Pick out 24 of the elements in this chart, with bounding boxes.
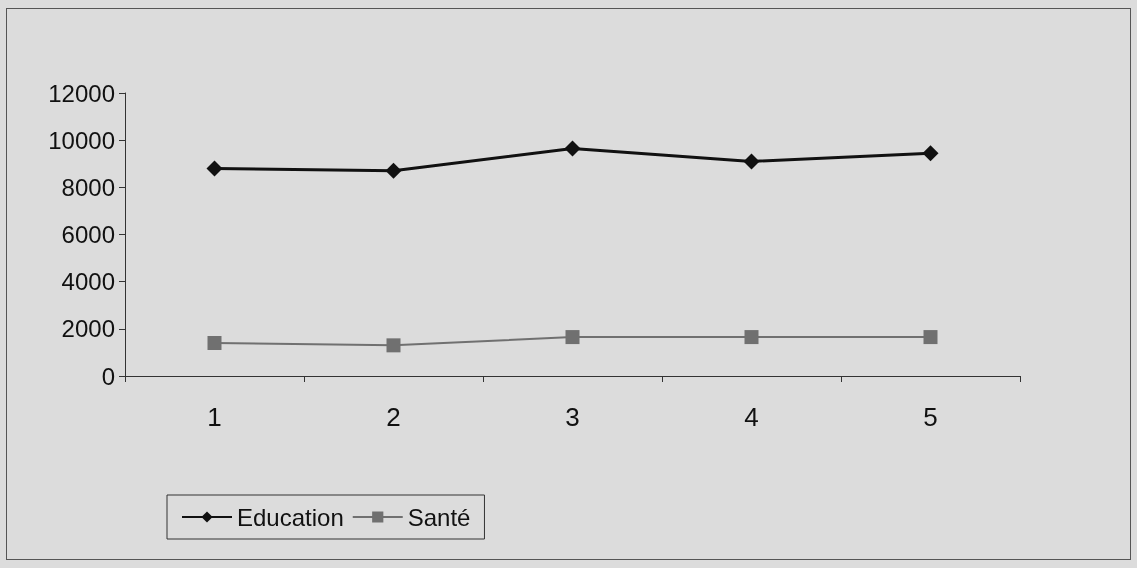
- x-tick-label: 5: [923, 402, 938, 432]
- y-tick-label: 12000: [48, 79, 115, 107]
- point: [207, 335, 222, 350]
- y-tick-label: 10000: [48, 126, 115, 154]
- point: [564, 140, 581, 157]
- point: [922, 145, 939, 162]
- point: [744, 330, 759, 345]
- x-tick-label: 4: [744, 402, 759, 432]
- y-tick-label: 2000: [61, 315, 115, 343]
- x-tick-label: 1: [207, 402, 222, 432]
- point: [565, 330, 580, 345]
- x-tick-label: 3: [565, 402, 580, 432]
- legend-label: Santé: [407, 503, 471, 531]
- point: [386, 338, 401, 353]
- y-tick-label: 0: [101, 362, 115, 390]
- point: [206, 160, 223, 177]
- x-tick-label: 2: [386, 402, 401, 432]
- point: [743, 153, 760, 170]
- y-tick-label: 4000: [61, 268, 115, 296]
- point: [923, 330, 938, 345]
- point: [385, 162, 402, 179]
- legend-label: Education: [237, 503, 344, 531]
- y-tick-label: 6000: [61, 221, 115, 248]
- y-tick-label: 8000: [61, 173, 115, 201]
